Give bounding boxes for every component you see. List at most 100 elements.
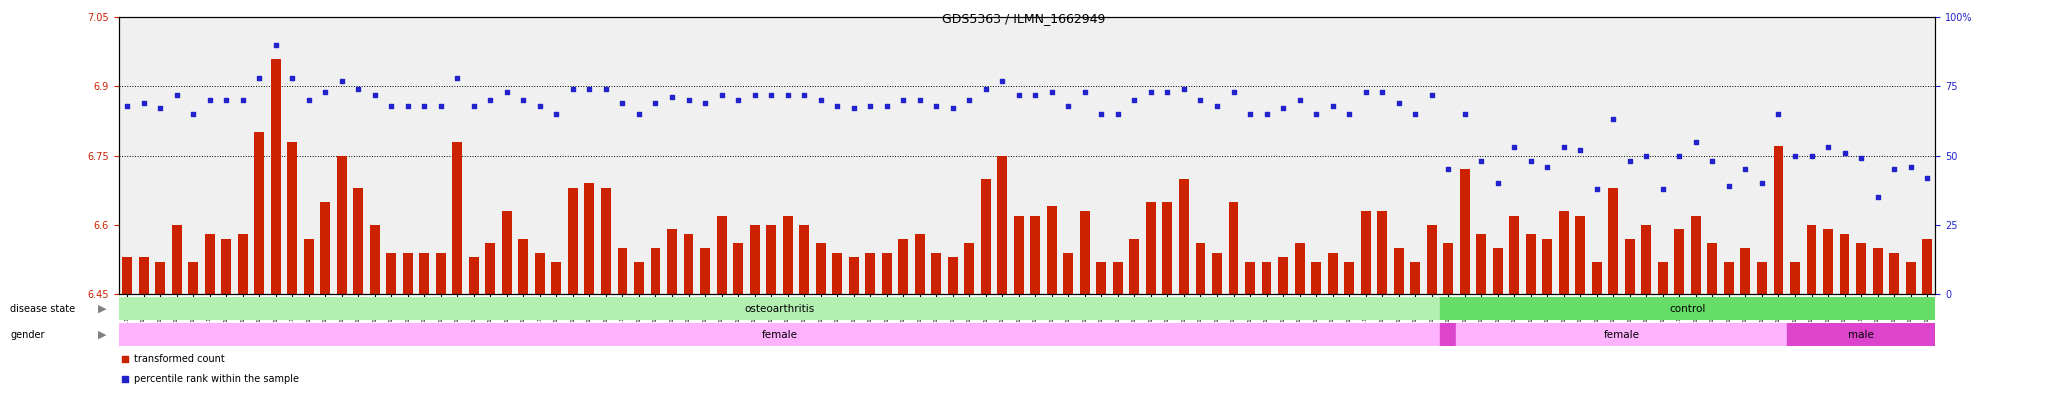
Bar xyxy=(518,239,528,294)
Point xyxy=(465,275,498,281)
Point xyxy=(1366,89,1399,95)
Text: ▶: ▶ xyxy=(98,303,106,314)
Text: male: male xyxy=(1847,330,1874,340)
Bar xyxy=(1063,253,1073,294)
Point xyxy=(705,92,737,98)
Bar xyxy=(1855,243,1866,294)
Point xyxy=(821,103,854,109)
Point xyxy=(1135,89,1167,95)
Point xyxy=(276,75,309,81)
Point xyxy=(1878,166,1911,173)
Point xyxy=(1151,89,1184,95)
Point xyxy=(225,97,258,103)
Point xyxy=(1415,92,1448,98)
Point xyxy=(985,77,1018,84)
Bar xyxy=(864,253,874,294)
Bar xyxy=(1640,225,1651,294)
Point xyxy=(952,97,985,103)
Point xyxy=(573,86,606,92)
Bar xyxy=(915,234,926,294)
Point xyxy=(1581,185,1614,192)
Point xyxy=(920,103,952,109)
Bar xyxy=(1757,262,1767,294)
Bar xyxy=(119,297,1440,320)
Bar xyxy=(1575,215,1585,294)
Point xyxy=(293,97,326,103)
Point xyxy=(1284,97,1317,103)
Bar xyxy=(1659,262,1667,294)
Bar xyxy=(1047,206,1057,294)
Bar xyxy=(1456,323,1786,346)
Bar xyxy=(1327,253,1337,294)
Bar xyxy=(981,178,991,294)
Bar xyxy=(1591,262,1602,294)
Point xyxy=(737,92,770,98)
Bar xyxy=(1440,323,1456,346)
Text: osteoarthritis: osteoarthritis xyxy=(743,303,815,314)
Point xyxy=(160,92,193,98)
Bar xyxy=(1493,248,1503,294)
Bar xyxy=(535,253,545,294)
Point xyxy=(1249,111,1282,117)
Bar xyxy=(139,257,150,294)
Point xyxy=(1481,180,1513,186)
Point xyxy=(1217,89,1249,95)
Point xyxy=(1118,97,1151,103)
Bar xyxy=(1823,230,1833,294)
Point xyxy=(788,92,821,98)
Bar xyxy=(1278,257,1288,294)
Bar xyxy=(1262,262,1272,294)
Bar xyxy=(831,253,842,294)
Text: ▶: ▶ xyxy=(98,330,106,340)
Point xyxy=(557,86,590,92)
Bar xyxy=(172,225,182,294)
Point xyxy=(1565,147,1597,153)
Point xyxy=(606,100,639,106)
Point xyxy=(1712,183,1745,189)
Bar xyxy=(1376,211,1386,294)
Bar xyxy=(1806,225,1817,294)
Point xyxy=(1464,158,1497,164)
Bar xyxy=(1526,234,1536,294)
Point xyxy=(1778,152,1810,159)
Bar xyxy=(336,156,346,294)
Point xyxy=(1796,152,1829,159)
Point xyxy=(623,111,655,117)
Bar xyxy=(1427,225,1436,294)
Bar xyxy=(1229,202,1239,294)
Bar xyxy=(766,225,776,294)
Point xyxy=(508,97,541,103)
Point xyxy=(688,100,721,106)
Bar xyxy=(1395,248,1403,294)
Point xyxy=(590,86,623,92)
Text: percentile rank within the sample: percentile rank within the sample xyxy=(135,374,299,384)
Point xyxy=(1894,163,1927,170)
Point xyxy=(1200,103,1233,109)
Point xyxy=(1911,174,1944,181)
Text: transformed count: transformed count xyxy=(135,354,225,364)
Point xyxy=(1266,105,1298,112)
Bar xyxy=(502,211,512,294)
Bar xyxy=(1096,262,1106,294)
Bar xyxy=(1196,243,1206,294)
Bar xyxy=(287,141,297,294)
Point xyxy=(1663,152,1696,159)
Point xyxy=(1761,111,1794,117)
Point xyxy=(1845,155,1878,162)
Bar xyxy=(1724,262,1735,294)
Bar xyxy=(188,262,199,294)
Point xyxy=(1548,144,1581,151)
Bar xyxy=(485,243,496,294)
Point xyxy=(1829,150,1862,156)
Bar xyxy=(815,243,825,294)
Point xyxy=(639,100,672,106)
Bar xyxy=(1923,239,1931,294)
Point xyxy=(457,103,489,109)
Bar xyxy=(997,156,1008,294)
Point xyxy=(1597,116,1630,123)
Point xyxy=(1184,97,1217,103)
Bar xyxy=(1786,323,1935,346)
Point xyxy=(1233,111,1266,117)
Point xyxy=(1036,89,1069,95)
Point xyxy=(1053,103,1085,109)
